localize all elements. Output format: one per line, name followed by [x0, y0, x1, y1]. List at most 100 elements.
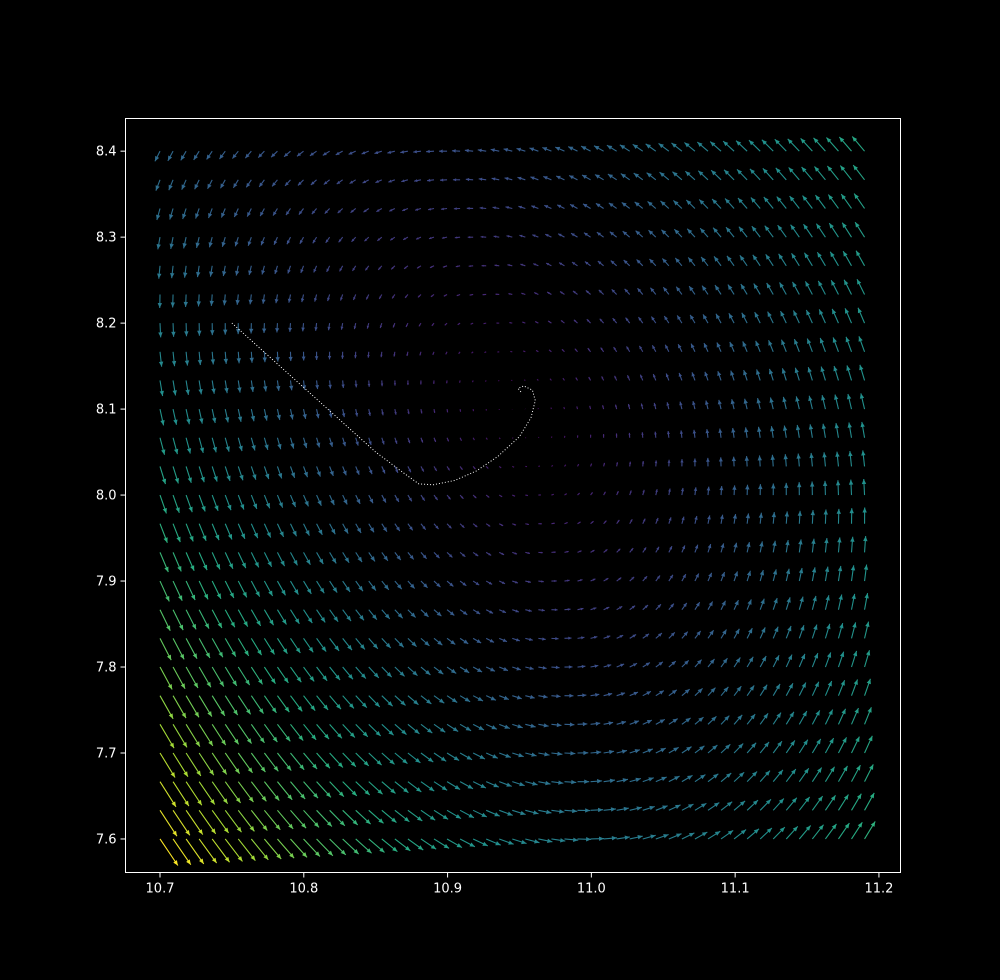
field-arrow: [590, 750, 602, 755]
field-arrow: [608, 202, 617, 209]
field-arrow: [824, 652, 832, 668]
field-arrow: [380, 351, 383, 358]
field-arrow: [472, 409, 475, 412]
field-arrow: [829, 251, 839, 267]
field-arrow: [263, 838, 282, 860]
field-arrow: [851, 707, 859, 725]
field-arrow: [715, 313, 722, 324]
field-arrow: [485, 580, 493, 585]
field-arrow: [861, 450, 866, 467]
field-arrow: [668, 718, 678, 725]
field-arrow: [300, 294, 305, 303]
field-arrow: [564, 493, 568, 496]
field-arrow: [433, 809, 449, 820]
field-arrow: [612, 317, 618, 324]
field-arrow: [790, 224, 800, 238]
field-arrow: [459, 781, 474, 790]
field-arrow: [433, 666, 444, 675]
field-arrow: [720, 715, 730, 725]
field-arrow: [811, 738, 822, 754]
field-arrow: [407, 809, 423, 822]
field-arrow: [159, 552, 169, 573]
field-arrow: [484, 380, 487, 382]
field-arrow: [496, 322, 500, 324]
field-arrow: [427, 207, 435, 211]
field-arrow: [355, 466, 360, 475]
field-arrow: [583, 232, 591, 238]
field-arrow: [224, 580, 235, 599]
field-arrow: [381, 580, 390, 591]
field-arrow: [290, 580, 299, 595]
field-arrow: [276, 695, 290, 713]
field-arrow: [772, 798, 785, 811]
field-arrow: [290, 809, 307, 829]
field-arrow: [701, 285, 709, 295]
field-arrow: [602, 434, 605, 438]
field-arrow: [593, 145, 604, 152]
field-arrow: [315, 408, 320, 419]
field-arrow: [696, 141, 709, 152]
field-arrow: [681, 659, 690, 668]
field-arrow: [642, 518, 646, 524]
field-arrow: [668, 488, 671, 496]
field-arrow: [381, 752, 395, 765]
field-arrow: [172, 523, 181, 543]
field-arrow: [703, 342, 709, 353]
field-arrow: [564, 464, 567, 467]
field-arrow: [172, 437, 179, 455]
field-arrow: [329, 638, 340, 652]
field-arrow: [772, 626, 779, 639]
field-arrow: [603, 836, 617, 841]
y-tick-label: 8.4: [96, 145, 117, 160]
field-arrow: [764, 225, 774, 238]
field-arrow: [603, 807, 617, 812]
field-arrow: [837, 622, 844, 639]
x-tick-label: 10.9: [433, 882, 462, 897]
field-arrow: [237, 695, 252, 715]
field-arrow: [485, 752, 499, 759]
field-arrow: [629, 691, 639, 697]
field-arrow: [551, 780, 564, 785]
field-arrow: [616, 720, 627, 725]
field-arrow: [224, 408, 230, 423]
field-arrow: [746, 685, 755, 696]
field-arrow: [499, 781, 512, 787]
field-arrow: [590, 807, 604, 813]
field-arrow: [420, 781, 435, 792]
field-arrow: [381, 781, 396, 794]
field-arrow: [781, 368, 787, 381]
field-arrow: [159, 580, 170, 602]
field-arrow: [303, 638, 314, 653]
field-arrow: [159, 666, 173, 690]
field-arrow: [532, 234, 539, 238]
field-arrow: [354, 351, 357, 359]
field-arrow: [672, 171, 683, 181]
field-arrow: [531, 205, 539, 210]
field-arrow: [211, 580, 222, 599]
field-arrow: [172, 724, 188, 748]
field-arrow: [257, 150, 265, 159]
field-arrow: [158, 351, 164, 367]
field-arrow: [263, 809, 281, 831]
field-arrow: [232, 179, 239, 189]
field-arrow: [595, 202, 604, 209]
field-arrow: [276, 408, 281, 421]
field-arrow: [289, 552, 298, 566]
field-arrow: [752, 254, 761, 267]
field-arrow: [856, 278, 866, 295]
field-arrow: [607, 173, 617, 181]
field-arrow: [394, 666, 405, 677]
field-arrow: [802, 195, 813, 209]
field-arrow: [446, 523, 452, 529]
field-arrow: [506, 235, 513, 238]
field-arrow: [433, 838, 450, 849]
field-arrow: [642, 575, 648, 582]
field-arrow: [535, 349, 539, 353]
field-arrow: [836, 508, 841, 524]
field-arrow: [705, 429, 710, 438]
field-arrow: [858, 336, 866, 352]
field-arrow: [850, 536, 855, 553]
field-arrow: [851, 821, 863, 840]
y-tick-label: 8.3: [96, 231, 117, 246]
field-arrow: [195, 208, 200, 219]
